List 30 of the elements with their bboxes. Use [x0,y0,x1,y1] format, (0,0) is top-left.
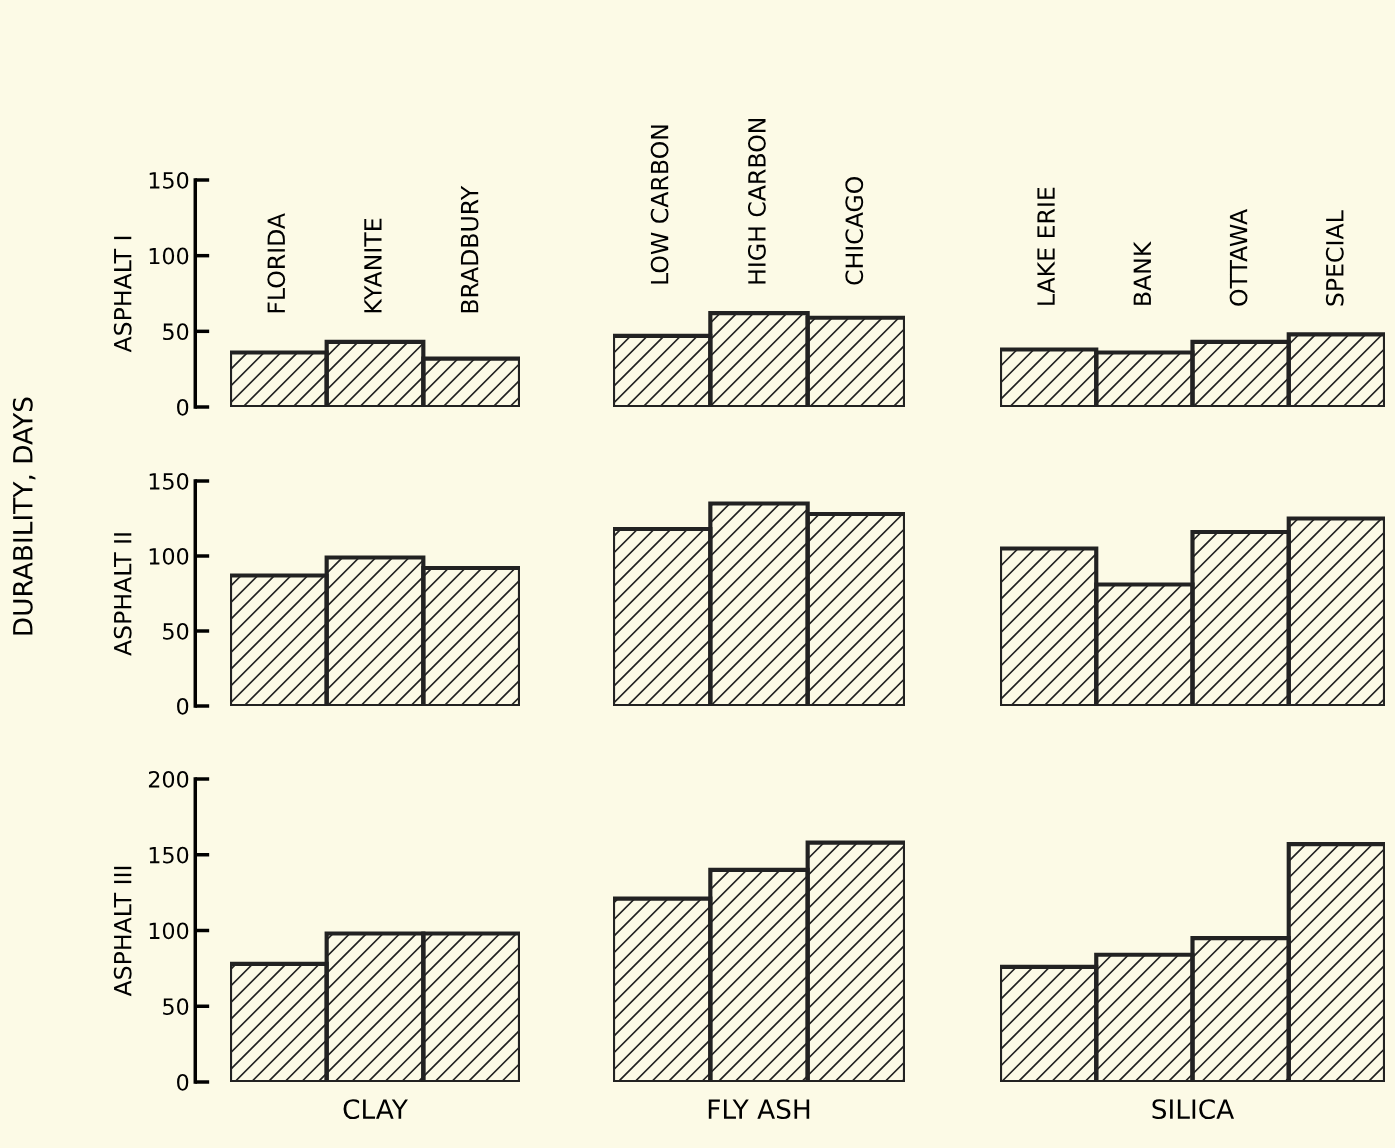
y-tick-label: 200 [148,770,189,788]
text: DURABILITY, DAYS [12,397,36,635]
y-tick-label: 50 [163,323,189,341]
y-tick-label: 100 [149,922,189,940]
x-tick-label: KYANITE [364,218,382,313]
y-tick-label: 50 [163,998,189,1016]
y-tick-label: 100 [149,247,189,265]
y-tick-label: 0 [177,1073,189,1091]
y-tick-label: 0 [177,398,189,416]
y-tick-label: 50 [163,622,189,640]
x-tick-label: OTTAWA [1229,209,1248,306]
x-axis-title: SILICA [1152,1099,1235,1120]
x-tick-label: CHICAGO [845,176,864,285]
x-tick-label: SPECIAL [1325,210,1344,306]
x-tick-label: FLORIDA [267,213,286,313]
y-tick-label: 0 [177,697,189,715]
x-tick-label: BANK [1133,241,1151,305]
x-tick-label: HIGH CARBON [747,118,766,284]
x-axis-title: FLY ASH [708,1099,810,1120]
x-axis-title: CLAY [343,1099,408,1120]
y-tick-label: 150 [149,472,189,490]
y-tick-label: 150 [149,846,189,864]
x-tick-label: LOW CARBON [650,125,669,284]
y-tick-label: 100 [149,547,189,565]
y-tick-label: 150 [149,171,189,189]
y-axis-title: ASPHALT III [113,866,132,997]
y-axis-title: ASPHALT II [113,533,132,656]
x-tick-label: LAKE ERIE [1037,187,1055,305]
x-tick-label: BRADBURY [460,185,479,313]
y-axis-title: ASPHALT I [113,236,132,353]
